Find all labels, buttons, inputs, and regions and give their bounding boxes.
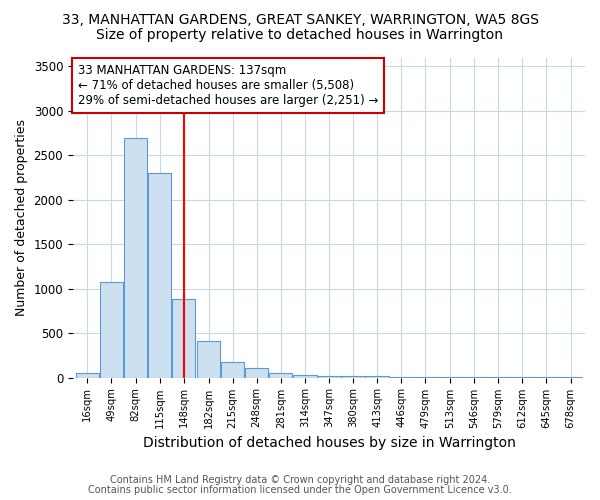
Bar <box>100 282 123 378</box>
Text: 33 MANHATTAN GARDENS: 137sqm
← 71% of detached houses are smaller (5,508)
29% of: 33 MANHATTAN GARDENS: 137sqm ← 71% of de… <box>78 64 379 107</box>
Bar <box>317 376 341 378</box>
Text: 33, MANHATTAN GARDENS, GREAT SANKEY, WARRINGTON, WA5 8GS: 33, MANHATTAN GARDENS, GREAT SANKEY, WAR… <box>62 12 539 26</box>
Bar <box>197 341 220 378</box>
Bar <box>245 368 268 378</box>
Bar <box>148 173 171 378</box>
Bar <box>221 362 244 378</box>
Bar <box>172 300 196 378</box>
X-axis label: Distribution of detached houses by size in Warrington: Distribution of detached houses by size … <box>143 436 515 450</box>
Text: Size of property relative to detached houses in Warrington: Size of property relative to detached ho… <box>97 28 503 42</box>
Text: Contains public sector information licensed under the Open Government Licence v3: Contains public sector information licen… <box>88 485 512 495</box>
Bar <box>293 375 317 378</box>
Bar <box>269 372 292 378</box>
Bar <box>365 376 389 378</box>
Text: Contains HM Land Registry data © Crown copyright and database right 2024.: Contains HM Land Registry data © Crown c… <box>110 475 490 485</box>
Bar <box>124 138 147 378</box>
Y-axis label: Number of detached properties: Number of detached properties <box>15 119 28 316</box>
Bar <box>76 373 99 378</box>
Bar <box>341 376 365 378</box>
